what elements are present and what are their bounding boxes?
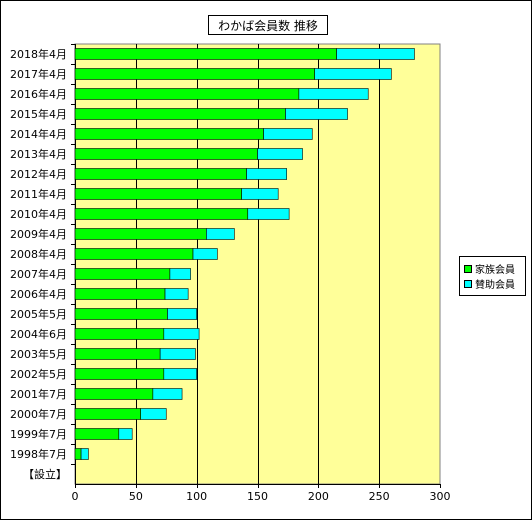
bar-supporting-member	[247, 208, 290, 220]
chart-title: わかば会員数 推移	[208, 15, 328, 35]
y-tick-label: 2016年4月	[10, 87, 67, 101]
bar-supporting-member	[163, 368, 197, 380]
bar-supporting-member	[167, 308, 197, 320]
bar-supporting-member	[164, 288, 189, 300]
x-tick-label: 0	[72, 490, 79, 503]
x-tick-label: 250	[369, 490, 390, 503]
bar-family-member	[74, 188, 242, 200]
legend-label: 家族会員	[475, 265, 515, 276]
y-tick-label: 2005年5月	[10, 307, 67, 321]
bar-supporting-member	[241, 188, 279, 200]
bar-family-member	[74, 268, 171, 280]
y-tick-label: 2014年4月	[10, 127, 67, 141]
bar-family-member	[74, 228, 207, 240]
y-tick-label: 2015年4月	[10, 107, 67, 121]
bar-family-member	[74, 208, 249, 220]
bar-family-member	[74, 308, 168, 320]
x-tick-label: 50	[129, 490, 143, 503]
y-tick-label: 2009年4月	[10, 227, 67, 241]
y-tick-label: 【設立】	[23, 467, 67, 481]
x-tick-label: 150	[247, 490, 268, 503]
bar-supporting-member	[314, 68, 392, 80]
bar-family-member	[74, 428, 120, 440]
bar-family-member	[74, 448, 82, 460]
bar-supporting-member	[298, 88, 369, 100]
bar-family-member	[74, 108, 286, 120]
bar-supporting-member	[152, 388, 183, 400]
y-tick-label: 2002年5月	[10, 367, 67, 381]
bar-family-member	[74, 48, 337, 60]
y-tick-label: 2003年5月	[10, 347, 67, 361]
bar-family-member	[74, 368, 165, 380]
bar-family-member	[74, 288, 166, 300]
bar-family-member	[74, 328, 165, 340]
bar-supporting-member	[285, 108, 348, 120]
y-tick-label: 2004年6月	[10, 327, 67, 341]
y-tick-label: 1998年7月	[10, 447, 67, 461]
x-tick-label: 200	[308, 490, 329, 503]
x-tick-label: 300	[430, 490, 451, 503]
y-tick-label: 2007年4月	[10, 267, 67, 281]
y-tick-label: 2013年4月	[10, 147, 67, 161]
legend-label: 賛助会員	[475, 280, 515, 291]
bar-supporting-member	[163, 328, 200, 340]
bar-family-member	[74, 68, 315, 80]
bar-family-member	[74, 168, 247, 180]
bar-supporting-member	[257, 148, 303, 160]
bar-supporting-member	[263, 128, 313, 140]
y-tick-label: 2001年7月	[10, 387, 67, 401]
y-tick-label: 2012年4月	[10, 167, 67, 181]
bar-supporting-member	[206, 228, 235, 240]
bar-family-member	[74, 148, 258, 160]
chart-legend: 家族会員 賛助会員	[459, 256, 526, 296]
legend-item: 賛助会員	[464, 276, 521, 291]
y-tick-label: 2011年4月	[10, 187, 67, 201]
legend-swatch	[464, 264, 472, 273]
bar-supporting-member	[192, 248, 218, 260]
bar-supporting-member	[336, 48, 415, 60]
bar-family-member	[74, 408, 141, 420]
y-tick-label: 2006年4月	[10, 287, 67, 301]
bar-family-member	[74, 88, 300, 100]
y-tick-label: 2010年4月	[10, 207, 67, 221]
legend-item: 家族会員	[464, 261, 521, 276]
bar-family-member	[74, 248, 194, 260]
bar-supporting-member	[140, 408, 167, 420]
bar-supporting-member	[118, 428, 133, 440]
bar-supporting-member	[159, 348, 196, 360]
bar-supporting-member	[80, 448, 89, 460]
bar-supporting-member	[246, 168, 288, 180]
y-tick-label: 2008年4月	[10, 247, 67, 261]
x-tick-label: 100	[186, 490, 207, 503]
bar-family-member	[74, 128, 264, 140]
bar-family-member	[74, 348, 161, 360]
y-tick-label: 1999年7月	[10, 427, 67, 441]
legend-swatch	[464, 279, 472, 288]
y-tick-label: 2017年4月	[10, 67, 67, 81]
bar-family-member	[74, 388, 154, 400]
bar-supporting-member	[169, 268, 191, 280]
y-tick-label: 2000年7月	[10, 407, 67, 421]
y-tick-label: 2018年4月	[10, 47, 67, 61]
